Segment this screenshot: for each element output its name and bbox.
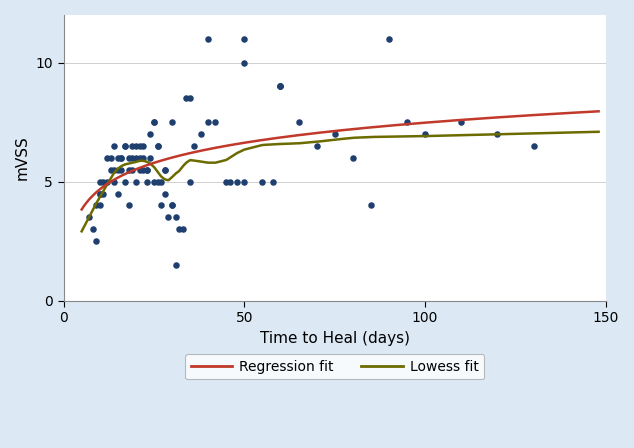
Point bbox=[225, 178, 235, 185]
Point bbox=[127, 142, 138, 150]
Point bbox=[127, 166, 138, 173]
Point bbox=[294, 119, 304, 126]
Point bbox=[134, 154, 145, 161]
Point bbox=[160, 190, 170, 197]
Point bbox=[492, 130, 502, 138]
Point bbox=[164, 214, 174, 221]
Point bbox=[145, 130, 155, 138]
Point bbox=[91, 237, 101, 245]
Point bbox=[127, 154, 138, 161]
Point bbox=[196, 130, 206, 138]
Point bbox=[134, 142, 145, 150]
Point bbox=[134, 166, 145, 173]
Point bbox=[105, 154, 115, 161]
Point bbox=[203, 119, 213, 126]
Point bbox=[117, 154, 127, 161]
Point bbox=[160, 166, 170, 173]
Point bbox=[330, 130, 340, 138]
Point bbox=[529, 142, 539, 150]
Point bbox=[160, 166, 170, 173]
Point bbox=[275, 83, 285, 90]
Point bbox=[275, 83, 285, 90]
Point bbox=[87, 226, 98, 233]
Point bbox=[203, 35, 213, 43]
Point bbox=[149, 178, 159, 185]
Point bbox=[94, 202, 105, 209]
Point bbox=[232, 178, 242, 185]
Point bbox=[268, 178, 278, 185]
Point bbox=[185, 178, 195, 185]
Point bbox=[138, 166, 148, 173]
Point bbox=[120, 178, 130, 185]
Point bbox=[124, 202, 134, 209]
Point bbox=[153, 178, 163, 185]
Point bbox=[171, 261, 181, 268]
Point bbox=[239, 59, 249, 66]
Point bbox=[347, 154, 358, 161]
Point bbox=[124, 154, 134, 161]
Point bbox=[153, 142, 163, 150]
Point bbox=[156, 178, 166, 185]
Point bbox=[141, 166, 152, 173]
Point bbox=[149, 119, 159, 126]
Point bbox=[141, 178, 152, 185]
Point bbox=[239, 35, 249, 43]
Point bbox=[153, 142, 163, 150]
Point bbox=[167, 202, 177, 209]
Point bbox=[311, 142, 321, 150]
Point bbox=[113, 190, 123, 197]
Point bbox=[384, 35, 394, 43]
Point bbox=[120, 142, 130, 150]
Point bbox=[91, 202, 101, 209]
Point bbox=[174, 226, 184, 233]
Point bbox=[109, 142, 119, 150]
Point bbox=[149, 119, 159, 126]
Point bbox=[456, 119, 466, 126]
Point bbox=[138, 142, 148, 150]
Point bbox=[167, 119, 177, 126]
Point bbox=[98, 190, 108, 197]
Point bbox=[109, 178, 119, 185]
Point bbox=[105, 166, 115, 173]
Point bbox=[178, 226, 188, 233]
Point bbox=[156, 202, 166, 209]
Point bbox=[239, 178, 249, 185]
Point bbox=[102, 154, 112, 161]
Point bbox=[189, 142, 199, 150]
Point bbox=[171, 214, 181, 221]
Point bbox=[98, 178, 108, 185]
Point bbox=[113, 154, 123, 161]
Point bbox=[181, 95, 191, 102]
Point bbox=[221, 178, 231, 185]
Point bbox=[131, 142, 141, 150]
Point bbox=[120, 142, 130, 150]
Point bbox=[145, 154, 155, 161]
Point bbox=[420, 130, 430, 138]
Point bbox=[94, 178, 105, 185]
Point bbox=[124, 166, 134, 173]
Point bbox=[109, 166, 119, 173]
Point bbox=[94, 190, 105, 197]
Point bbox=[210, 119, 221, 126]
Point bbox=[185, 95, 195, 102]
Point bbox=[102, 178, 112, 185]
Point bbox=[167, 202, 177, 209]
Point bbox=[275, 83, 285, 90]
Point bbox=[131, 178, 141, 185]
Y-axis label: mVSS: mVSS bbox=[15, 135, 30, 180]
X-axis label: Time to Heal (days): Time to Heal (days) bbox=[260, 331, 410, 345]
Point bbox=[117, 154, 127, 161]
Point bbox=[138, 154, 148, 161]
Legend: Regression fit, Lowess fit: Regression fit, Lowess fit bbox=[185, 354, 484, 379]
Point bbox=[94, 190, 105, 197]
Point bbox=[366, 202, 376, 209]
Point bbox=[402, 119, 412, 126]
Point bbox=[131, 154, 141, 161]
Point bbox=[257, 178, 268, 185]
Point bbox=[113, 166, 123, 173]
Point bbox=[117, 166, 127, 173]
Point bbox=[84, 214, 94, 221]
Point bbox=[141, 166, 152, 173]
